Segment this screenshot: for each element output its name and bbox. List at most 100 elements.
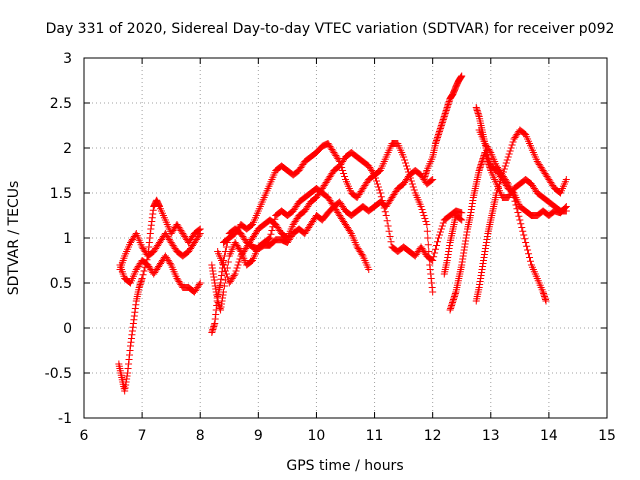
y-axis-label: SDTVAR / TECUs <box>6 181 22 296</box>
y-tick-label: 3 <box>63 51 72 67</box>
data-point <box>374 183 382 191</box>
data-point <box>383 217 391 225</box>
series-track-5 <box>208 185 373 314</box>
data-points <box>115 72 570 395</box>
data-point <box>358 251 366 258</box>
data-point <box>231 270 239 278</box>
data-point <box>403 165 411 173</box>
series-track-11 <box>472 104 570 219</box>
data-point <box>430 253 438 261</box>
data-point <box>230 272 238 279</box>
data-point <box>402 159 410 167</box>
data-point <box>437 225 445 233</box>
data-point <box>512 201 520 209</box>
data-point <box>267 230 275 238</box>
data-point <box>429 257 437 264</box>
data-point <box>219 261 227 269</box>
y-tick-label: 1 <box>63 231 72 247</box>
data-point <box>526 254 534 261</box>
data-point <box>372 174 380 182</box>
data-point <box>436 228 444 236</box>
data-point <box>428 176 436 184</box>
data-point <box>431 249 439 257</box>
data-point <box>514 209 522 216</box>
data-point <box>234 261 242 269</box>
data-point <box>515 212 523 220</box>
data-point <box>232 267 240 275</box>
data-point <box>507 144 515 152</box>
data-point <box>265 235 273 243</box>
data-point <box>220 282 228 290</box>
data-point <box>516 216 524 224</box>
series-track-12 <box>472 126 570 305</box>
data-point <box>511 197 519 205</box>
data-point <box>423 227 431 235</box>
data-point <box>502 159 510 167</box>
data-point <box>381 208 389 216</box>
data-point <box>419 209 427 216</box>
data-point <box>371 171 379 179</box>
data-point <box>517 220 525 228</box>
series-track-7 <box>214 149 466 287</box>
data-point <box>458 209 466 217</box>
data-point <box>501 162 509 170</box>
data-point <box>235 258 243 266</box>
data-point <box>340 170 348 177</box>
data-point <box>195 226 203 234</box>
x-tick-label: 10 <box>308 428 326 444</box>
data-point <box>138 275 146 282</box>
data-point <box>429 288 437 296</box>
x-tick-label: 14 <box>540 428 558 444</box>
x-tick-label: 7 <box>138 428 147 444</box>
data-point <box>434 238 442 246</box>
data-point <box>384 222 392 230</box>
data-point <box>503 179 511 186</box>
data-point <box>518 224 526 231</box>
data-point <box>417 203 425 210</box>
data-point <box>438 222 446 230</box>
data-point <box>142 260 150 267</box>
y-tick-label: 2.5 <box>50 96 72 112</box>
y-tick-label: 0.5 <box>50 276 72 292</box>
axis-ticks <box>83 57 608 419</box>
data-point <box>196 225 204 233</box>
data-point <box>457 215 465 223</box>
x-tick-label: 8 <box>196 428 205 444</box>
data-point <box>140 267 148 275</box>
data-point <box>195 281 203 288</box>
y-tick-label: 0 <box>63 321 72 337</box>
series-track-6 <box>219 140 437 296</box>
data-point <box>220 264 228 272</box>
data-point <box>433 242 441 249</box>
data-point <box>434 234 442 242</box>
data-point <box>370 170 378 177</box>
data-point <box>513 205 521 213</box>
data-point <box>421 215 429 222</box>
y-tick-label: 2 <box>63 141 72 157</box>
data-point <box>562 176 570 183</box>
data-point <box>221 267 229 275</box>
data-point <box>505 150 513 158</box>
data-point <box>504 153 512 161</box>
data-point <box>562 203 570 210</box>
chart-title: Day 331 of 2020, Sidereal Day-to-day VTE… <box>46 21 615 37</box>
data-point <box>407 177 415 185</box>
data-point <box>506 147 514 155</box>
data-point <box>378 197 386 204</box>
data-point <box>526 257 534 265</box>
series-track-8 <box>420 72 466 183</box>
data-point <box>495 183 503 191</box>
data-point <box>420 212 428 219</box>
data-point <box>400 153 408 161</box>
y-tick-label: -0.5 <box>45 366 72 382</box>
data-point <box>458 72 466 80</box>
data-point <box>424 241 432 249</box>
data-point <box>508 141 516 149</box>
data-point <box>429 176 437 183</box>
data-point <box>222 243 230 251</box>
data-point <box>520 231 528 239</box>
data-point <box>233 264 241 272</box>
data-point <box>494 186 502 194</box>
